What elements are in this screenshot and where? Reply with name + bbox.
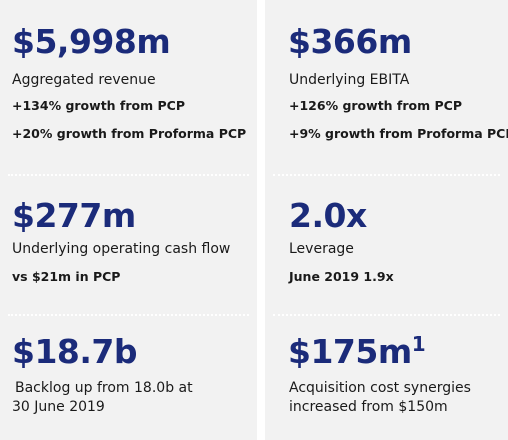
ebita-value: $366m [288, 22, 412, 61]
divider [273, 314, 500, 316]
leverage-value: 2.0x [289, 196, 367, 235]
revenue-growth-pcp: +134% growth from PCP [12, 98, 185, 113]
leverage-label: Leverage [289, 241, 354, 257]
synergies-value: $175m1 [288, 332, 426, 372]
leverage-tile: 2.0x Leverage June 2019 1.9x [265, 176, 508, 312]
synergies-tile: $175m1 Acquisition cost synergies increa… [265, 316, 508, 440]
leverage-comparison: June 2019 1.9x [289, 269, 394, 284]
divider [8, 314, 249, 316]
right-panel: $366m Underlying EBITA +126% growth from… [265, 0, 508, 440]
synergies-label-line1: Acquisition cost synergies [289, 380, 471, 396]
cashflow-label: Underlying operating cash flow [12, 241, 231, 257]
backlog-label-line2: 30 June 2019 [12, 399, 105, 415]
revenue-label: Aggregated revenue [12, 72, 156, 88]
divider [273, 174, 500, 176]
revenue-tile: $5,998m Aggregated revenue +134% growth … [0, 0, 257, 173]
backlog-value: $18.7b [12, 332, 138, 371]
synergies-amount: $175m [288, 332, 412, 371]
synergies-label-line2: increased from $150m [289, 399, 448, 415]
ebita-growth-pcp: +126% growth from PCP [289, 98, 462, 113]
left-panel: $5,998m Aggregated revenue +134% growth … [0, 0, 257, 440]
ebita-label: Underlying EBITA [289, 72, 410, 88]
revenue-value: $5,998m [12, 22, 171, 61]
divider [8, 174, 249, 176]
backlog-label-line1: Backlog up from 18.0b at [15, 380, 193, 396]
ebita-growth-proforma: +9% growth from Proforma PCP [289, 126, 508, 141]
cashflow-tile: $277m Underlying operating cash flow vs … [0, 176, 257, 312]
cashflow-value: $277m [12, 196, 136, 235]
backlog-tile: $18.7b Backlog up from 18.0b at 30 June … [0, 316, 257, 440]
revenue-growth-proforma: +20% growth from Proforma PCP [12, 126, 247, 141]
ebita-tile: $366m Underlying EBITA +126% growth from… [265, 0, 508, 173]
cashflow-comparison: vs $21m in PCP [12, 269, 121, 284]
synergies-footnote-marker: 1 [411, 332, 426, 356]
